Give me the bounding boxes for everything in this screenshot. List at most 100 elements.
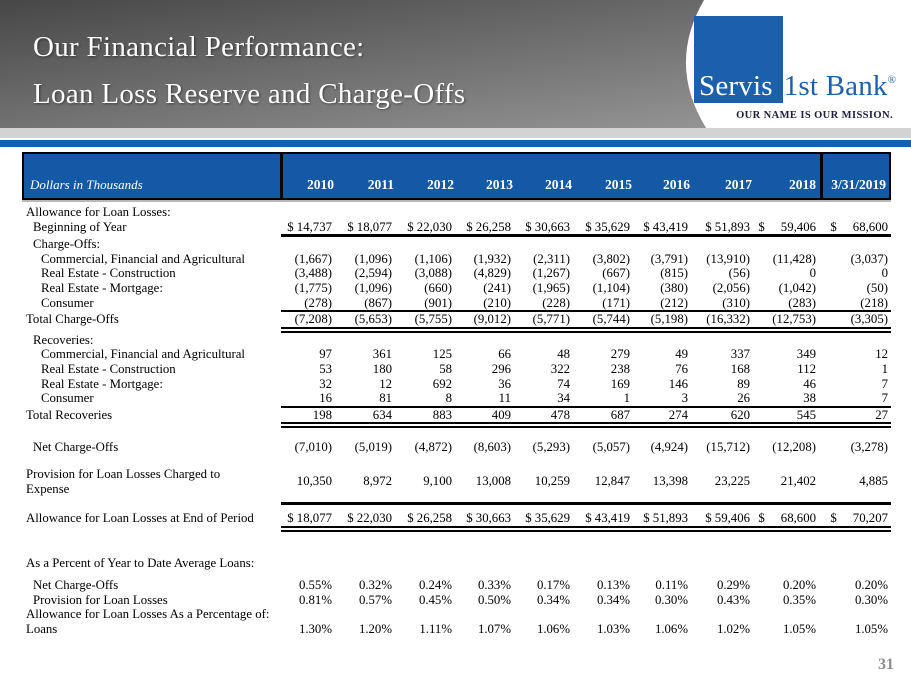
value-cell: (3,088) [414,266,452,281]
value-cell: 0.81% [298,592,332,607]
value-cell: $ 51,893 [643,511,688,526]
value-cell: 38 [803,391,816,406]
value-cell: 23,225 [714,474,750,489]
value-cell: 634 [372,407,392,422]
row-values: 198 634 883 409 478 687 274 620 545 27 [281,408,891,423]
row-values [281,205,891,220]
value-cell: (5,755) [414,312,452,327]
value-cell: 125 [432,347,452,362]
column-header-2018: 2018 [789,177,816,192]
value-cell: 34 [557,391,570,406]
value-cell: $ 18,077 [287,511,332,526]
row-label: Allowance for Loan Losses As a Percentag… [26,607,270,637]
value-cell: 0.11% [655,578,688,593]
value-cell: $ 43,419 [585,511,630,526]
value-cell: $ 30,663 [525,219,570,234]
value-cell: $ 59,406 [705,511,750,526]
value-cell: (11,428) [772,251,816,266]
table-row: Allowance for Loan Losses at End of Peri… [22,511,891,526]
table-header-label: Dollars in Thousands [24,154,283,198]
value-cell: 1.02% [716,622,750,637]
row-values: (7,208) (5,653) (5,755) (9,012) (5,771) (5,74… [281,312,891,327]
value-cell: 8,972 [363,474,392,489]
value-cell: $ 35,629 [585,219,630,234]
value-cell: 692 [432,376,452,391]
value-cell: $ 26,258 [407,511,452,526]
value-cell: (9,012) [473,312,511,327]
row-values: (1,667) (1,096) (1,106) (1,932) (2,311) (3,80… [281,252,891,267]
value-cell: (1,096) [354,280,392,295]
value-cell: 16 [319,391,332,406]
value-cell: (171) [602,295,630,310]
row-label: Consumer [41,295,94,310]
value-cell: (4,872) [414,440,452,455]
value-cell: (5,744) [592,312,630,327]
rule-thin [281,405,891,408]
row-label: Beginning of Year [33,219,127,234]
value-cell: 0.57% [358,592,392,607]
value-cell: 7 [881,391,888,406]
row-label: Net Charge-Offs [33,440,119,455]
value-cell: 0.24% [418,578,452,593]
table-row: Commercial, Financial and Agricultural (1… [22,252,891,267]
page-number: 31 [878,656,894,673]
value-cell: (380) [660,280,688,295]
row-values: 1.30% 1.20% 1.11% 1.07% 1.06% 1.03% 1.06% 1.02%… [281,607,891,636]
rule-double [281,422,891,429]
value-cell: 97 [319,347,332,362]
value-cell: 168 [730,361,750,376]
value-cell: 48 [557,347,570,362]
value-cell: (667) [602,266,630,281]
slide-title-line2: Loan Loss Reserve and Charge-Offs [33,78,466,110]
table-row: Provision for Loan Losses Charged to Exp… [22,467,891,496]
value-cell: (218) [860,295,888,310]
value-cell: (310) [722,295,750,310]
value-cell: (5,293) [532,440,570,455]
value-cell: 146 [668,376,688,391]
row-label: Real Estate - Mortgage: [41,280,163,295]
value-cell: (15,712) [706,440,750,455]
table-row: Consumer (278) (867) (901) (210) (228) (171) (2… [22,296,891,311]
value-cell: 0.34% [536,592,570,607]
row-values: 0.81% 0.57% 0.45% 0.50% 0.34% 0.34% 0.30% 0.43%… [281,593,891,608]
rule-double [281,525,891,532]
value-cell: (212) [660,295,688,310]
table-row: Allowance for Loan Losses As a Percentag… [22,607,891,636]
row-values: 0.55% 0.32% 0.24% 0.33% 0.17% 0.13% 0.11% 0.29%… [281,578,891,593]
value-cell: (1,667) [294,251,332,266]
value-cell: 279 [610,347,630,362]
value-cell: (5,057) [592,440,630,455]
value-cell: 238 [610,361,630,376]
value-cell: 1.05% [854,622,888,637]
value-cell: 1.20% [358,622,392,637]
value-cell: 0.32% [358,578,392,593]
value-cell: 322 [550,361,570,376]
row-values: $ 18,077 $ 22,030 $ 26,258 $ 30,663 $ 35,629… [281,511,891,526]
value-cell: $ 26,258 [466,219,511,234]
column-header-2017: 2017 [725,177,752,192]
rule-thin [281,310,891,313]
value-cell: 0.30% [654,592,688,607]
value-cell: 0.50% [477,592,511,607]
value-cell: (210) [483,295,511,310]
value-cell: 12,847 [594,474,630,489]
table-row: Provision for Loan Losses 0.81% 0.57% 0.45%… [22,593,891,608]
value-cell: (16,332) [706,312,750,327]
value-cell: (283) [788,295,816,310]
value-cell: 112 [797,361,816,376]
row-label: Provision for Loan Losses Charged to Exp… [26,466,221,496]
value-cell: 1.11% [419,622,452,637]
value-cell: (3,791) [650,251,688,266]
table-row: Total Charge-Offs (7,208) (5,653) (5,755) (9… [22,312,891,327]
value-cell: 13,008 [475,474,511,489]
value-cell: 74 [557,376,570,391]
value-cell: $ 30,663 [466,511,511,526]
value-cell: 1.05% [782,622,816,637]
logo-text-1st-bank: 1st Bank [783,70,888,102]
value-cell: 620 [730,407,750,422]
value-cell: (4,829) [473,266,511,281]
value-cell: (8,603) [473,440,511,455]
value-cell: (5,653) [354,312,392,327]
value-cell: 883 [432,407,452,422]
value-cell: 545 [796,407,816,422]
